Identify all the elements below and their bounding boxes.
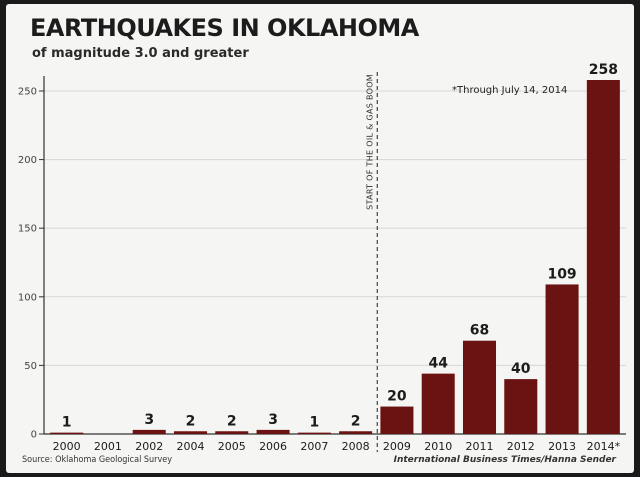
- bar: [545, 284, 579, 434]
- y-tick-label: 50: [24, 361, 37, 372]
- bar: [173, 431, 208, 434]
- bar: [339, 431, 373, 434]
- bar: [421, 373, 455, 434]
- bars: [50, 80, 620, 434]
- category-label: 2008: [342, 440, 370, 453]
- category-label: 2010: [424, 440, 452, 453]
- value-label: 3: [268, 412, 278, 428]
- value-label: 20: [387, 389, 407, 405]
- value-labels: 1 3 2 2 3 1 2 20 44 68 40 109 258: [62, 62, 618, 431]
- chart-card: EARTHQUAKES IN OKLAHOMA of magnitude 3.0…: [6, 4, 634, 473]
- bar: [297, 432, 331, 434]
- boom-label: START OF THE OIL & GAS BOOM: [365, 74, 374, 210]
- category-label: 2001: [94, 440, 122, 453]
- chart-title: EARTHQUAKES IN OKLAHOMA: [30, 14, 419, 42]
- bar: [380, 406, 414, 434]
- value-label: 68: [470, 323, 489, 339]
- value-label: 44: [428, 356, 448, 372]
- y-tick-label: 100: [18, 292, 37, 303]
- category-label: 2013: [548, 440, 576, 453]
- y-tick-label: 200: [18, 155, 37, 166]
- value-label: 2: [351, 413, 361, 429]
- bar: [256, 429, 290, 434]
- value-label: 1: [62, 415, 72, 431]
- value-label: 109: [547, 266, 576, 282]
- y-tick-label: 250: [18, 86, 37, 97]
- category-label: 2005: [218, 440, 246, 453]
- annotations: START OF THE OIL & GAS BOOM *Through July…: [365, 72, 567, 452]
- bar: [586, 80, 620, 434]
- bar: [50, 432, 84, 434]
- value-label: 258: [589, 62, 618, 78]
- category-label: 2011: [466, 440, 494, 453]
- bar: [132, 429, 166, 434]
- category-label: 2014*: [587, 440, 621, 453]
- gridlines: [44, 90, 626, 366]
- credit-note: International Business Times/Hanna Sende…: [393, 455, 616, 465]
- category-label: 2002: [135, 440, 163, 453]
- chart-subtitle: of magnitude 3.0 and greater: [32, 46, 249, 61]
- category-label: 2004: [177, 440, 205, 453]
- category-labels: 2000 2001 2002 2004 2005 2006 2007 2008 2009 2010…: [53, 440, 621, 453]
- value-label: 2: [227, 413, 237, 429]
- category-label: 2009: [383, 440, 411, 453]
- value-label: 2: [186, 413, 196, 429]
- bar: [215, 431, 249, 434]
- category-label: 2000: [53, 440, 81, 453]
- category-label: 2012: [507, 440, 535, 453]
- y-tick-label: 150: [18, 224, 37, 235]
- bar: [462, 340, 497, 434]
- category-label: 2007: [300, 440, 328, 453]
- footnote: *Through July 14, 2014: [452, 85, 567, 96]
- y-tick-label: 0: [31, 430, 37, 441]
- source-note: Source: Oklahoma Geological Survey: [22, 455, 173, 465]
- value-label: 40: [511, 361, 531, 377]
- value-label: 1: [309, 415, 319, 431]
- category-label: 2006: [259, 440, 287, 453]
- bar: [504, 379, 538, 434]
- value-label: 3: [144, 412, 154, 428]
